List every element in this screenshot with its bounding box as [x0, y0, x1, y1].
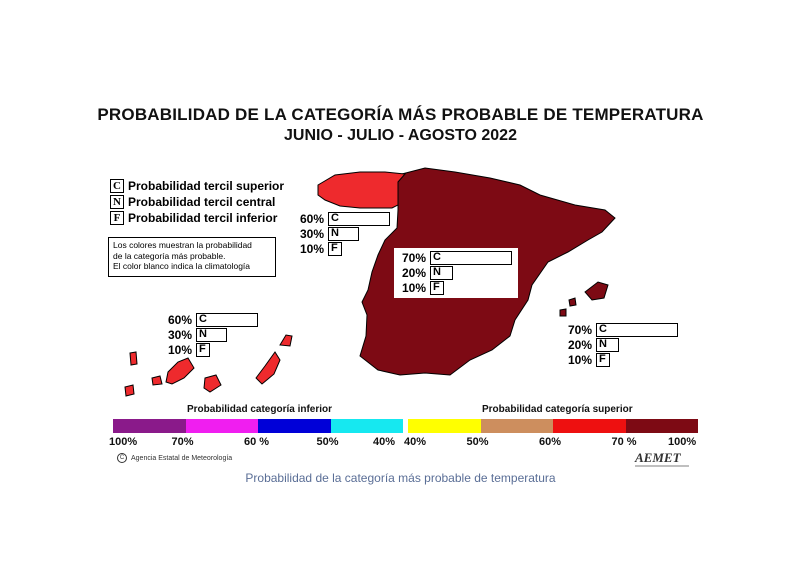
prob-percent: 60%: [299, 211, 324, 226]
prob-row-n: 20% N: [560, 337, 619, 352]
region-balearic: [559, 281, 609, 317]
scale-tick-label: 60%: [539, 436, 562, 448]
scale-superior-title: Probabilidad categoría superior: [482, 404, 633, 415]
prob-bar: F: [328, 241, 342, 256]
prob-row-n: 20% N: [394, 265, 453, 280]
prob-row-c: 60% C: [292, 211, 390, 226]
prob-percent: 60%: [167, 312, 192, 327]
prob-percent: 10%: [299, 241, 324, 256]
prob-row-c: 70% C: [394, 250, 512, 265]
prob-bar: C: [196, 312, 258, 327]
prob-bar: N: [430, 265, 453, 280]
prob-row-n: 30% N: [292, 226, 359, 241]
figure-caption: Probabilidad de la categoría más probabl…: [245, 471, 556, 485]
prob-percent: 10%: [567, 352, 592, 367]
prob-percent: 20%: [401, 265, 426, 280]
scale-inferior-bar: [113, 419, 403, 433]
map-subtitle: JUNIO - JULIO - AGOSTO 2022: [284, 127, 517, 144]
scale-tick-label: 100%: [109, 436, 138, 448]
legend-item-superior: C Probabilidad tercil superior: [110, 178, 284, 194]
prob-percent: 20%: [567, 337, 592, 352]
prob-bar: F: [596, 352, 610, 367]
copyright-text: Agencia Estatal de Meteorología: [131, 454, 233, 462]
prob-percent: 30%: [167, 327, 192, 342]
copyright: C Agencia Estatal de Meteorología: [117, 453, 232, 463]
prob-percent: 10%: [167, 342, 192, 357]
prob-bar: F: [430, 280, 444, 295]
logo-text: AEMET: [634, 450, 682, 465]
scale-tick-label: 70%: [171, 436, 194, 448]
prob-bar: N: [596, 337, 619, 352]
prob-percent: 70%: [401, 250, 426, 265]
prob-bar: C: [430, 250, 512, 265]
prob-box-canary: 60% C 30% N 10% F: [160, 310, 284, 358]
scale-tick-label: 100%: [668, 436, 697, 448]
legend-letter: C: [110, 179, 124, 193]
scale-superior-bar: [408, 419, 698, 433]
scale-tick-label: 70 %: [611, 436, 637, 448]
prob-row-f: 10% F: [292, 241, 342, 256]
scale-segment: [625, 419, 698, 433]
legend-label: Probabilidad tercil superior: [128, 179, 285, 193]
aemet-logo: AEMET: [634, 450, 689, 467]
prob-bar: N: [196, 327, 227, 342]
note-line: El color blanco indica la climatología: [113, 261, 251, 271]
scale-segment: [258, 419, 331, 433]
prob-percent: 70%: [567, 322, 592, 337]
legend-note: Los colores muestran la probabilidad de …: [108, 237, 276, 277]
region-canary: [124, 334, 293, 397]
legend-item-inferior: F Probabilidad tercil inferior: [110, 210, 277, 226]
prob-bar: C: [328, 211, 390, 226]
copyright-icon: C: [117, 453, 127, 463]
note-line: Los colores muestran la probabilidad: [113, 240, 252, 250]
legend-item-central: N Probabilidad tercil central: [110, 194, 275, 210]
region-northwest: [317, 171, 407, 209]
scale-tick-label: 50%: [466, 436, 489, 448]
legend-letter: F: [110, 211, 124, 225]
prob-percent: 10%: [401, 280, 426, 295]
prob-box-peninsula: 70% C 20% N 10% F: [394, 248, 518, 298]
scale-tick-label: 60 %: [244, 436, 270, 448]
scale-segment: [113, 419, 186, 433]
legend-letter: N: [110, 195, 124, 209]
scale-tick-label: 40%: [404, 436, 427, 448]
prob-bar: C: [596, 322, 678, 337]
scale-segment: [330, 419, 403, 433]
prob-row-f: 10% F: [394, 280, 444, 295]
scale-inferior-title: Probabilidad categoría inferior: [187, 404, 333, 415]
prob-row-c: 60% C: [160, 312, 258, 327]
prob-row-f: 10% F: [160, 342, 210, 357]
prob-box-balearic: 70% C 20% N 10% F: [560, 320, 684, 368]
prob-bar: F: [196, 342, 210, 357]
scale-segment: [480, 419, 553, 433]
scale-tick-label: 50%: [316, 436, 339, 448]
scale-tick-label: 40%: [373, 436, 396, 448]
note-line: de la categoría más probable.: [113, 250, 226, 261]
map-title: PROBABILIDAD DE LA CATEGORÍA MÁS PROBABL…: [97, 105, 704, 124]
legend-label: Probabilidad tercil central: [128, 195, 276, 209]
prob-box-northwest: 60% C 30% N 10% F: [292, 209, 402, 257]
legend-label: Probabilidad tercil inferior: [128, 211, 278, 225]
prob-percent: 30%: [299, 226, 324, 241]
prob-row-f: 10% F: [560, 352, 610, 367]
prob-bar: N: [328, 226, 359, 241]
scale-segment: [185, 419, 258, 433]
prob-row-n: 30% N: [160, 327, 227, 342]
prob-row-c: 70% C: [560, 322, 678, 337]
scale-segment: [408, 419, 481, 433]
scale-segment: [553, 419, 626, 433]
